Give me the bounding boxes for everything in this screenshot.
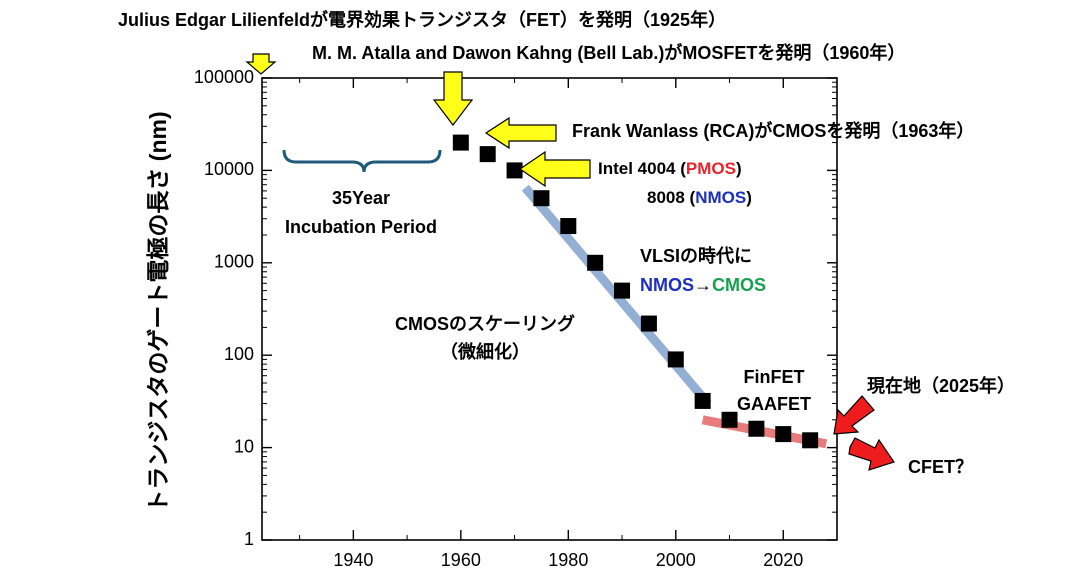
vlsi-era-label: VLSIの時代に [640,246,752,266]
arrow-cfet-icon [848,437,895,471]
data-point [506,162,523,179]
x-tick-label: 2000 [656,550,696,570]
data-point [748,420,765,437]
y-tick-label: 100 [224,344,254,364]
i8008-suffix: ) [746,188,752,207]
x-tick-label: 1980 [548,550,588,570]
y-tick-label: 10 [234,436,254,456]
axis-ticks [262,77,838,541]
x-tick-label: 1940 [333,550,373,570]
arrow-1925-icon [245,53,277,75]
gaafet-label: GAAFET [737,394,811,414]
cfet-label: CFET？ [908,457,973,477]
scaling-line-1: CMOSのスケーリング [395,313,575,334]
current-position-label: 現在地（2025年） [867,375,1015,396]
finfet-label: FinFET [744,367,805,387]
data-point [614,282,631,299]
plot-frame [261,77,838,541]
data-point [587,254,604,271]
y-tick-labels: 100000 10000 1000 100 10 1 [194,67,254,549]
y-tick-label: 1000 [214,252,254,272]
vlsi-arrow: → [694,275,712,295]
data-point [667,351,684,368]
annotation-8008: 8008 (NMOS) [647,188,752,207]
pmos-label: PMOS [686,159,736,178]
intel-4004-prefix: Intel 4004 ( [598,159,686,178]
plot-area-border [261,77,838,541]
data-point [560,218,577,235]
data-point [452,134,469,151]
data-point [802,432,819,449]
x-tick-labels: 1940 1960 1980 2000 2020 [333,550,803,570]
vlsi-transition-label: NMOS→CMOS [640,275,766,295]
data-point [721,411,738,428]
y-tick-label: 100000 [194,67,254,87]
data-point [775,426,792,443]
incubation-line-2: Incubation Period [285,217,437,237]
x-tick-label: 1960 [441,550,481,570]
annotation-mosfet-1960: M. M. Atalla and Dawon Kahng (Bell Lab.)… [312,42,905,63]
arrow-1963-icon [484,116,557,150]
incubation-line-1: 35Year [332,188,390,208]
data-point [694,392,711,409]
data-point [640,315,657,332]
data-point [533,190,550,207]
incubation-brace [282,149,442,173]
annotation-fet-1925: Julius Edgar Lilienfeldが電界効果トランジスタ（FET）を… [118,9,726,30]
arrow-1960-icon [432,71,474,126]
vlsi-nmos: NMOS [640,275,694,295]
scaling-line-2: （微細化） [440,341,530,362]
data-points [452,134,819,449]
data-point [479,146,496,163]
y-tick-label: 10000 [204,159,254,179]
y-axis-title: トランジスタのゲート電極の長さ (nm) [145,111,171,512]
annotation-cmos-1963: Frank Wanlass (RCA)がCMOSを発明（1963年） [572,120,974,141]
intel-4004-suffix: ) [736,159,742,178]
arrow-current-icon [833,395,875,435]
i8008-prefix: 8008 ( [647,188,696,207]
y-tick-label: 1 [244,529,254,549]
nmos-label: NMOS [695,188,746,207]
vlsi-cmos: CMOS [712,275,766,295]
x-tick-label: 2020 [763,550,803,570]
arrow-1970-icon [518,150,591,188]
annotation-intel-4004: Intel 4004 (PMOS) [598,159,742,178]
